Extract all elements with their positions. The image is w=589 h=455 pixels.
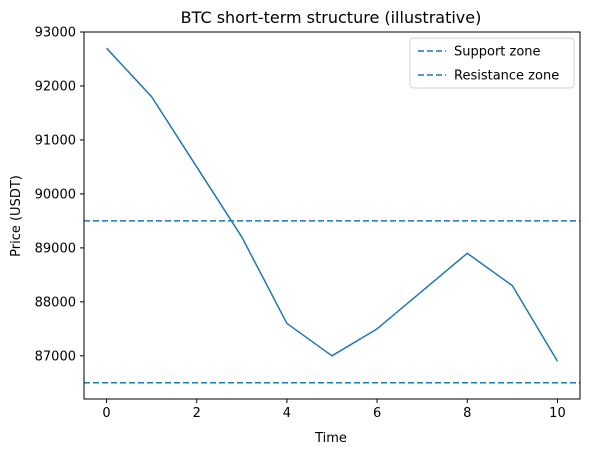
y-tick-label: 93000: [35, 26, 76, 41]
y-axis: 87000 88000 89000 90000 91000 92000 93000: [35, 26, 84, 364]
series-line-0: [106, 47, 559, 362]
x-tick-label: 2: [193, 406, 201, 421]
y-tick-label: 90000: [35, 187, 76, 202]
y-axis-label: Price (USDT): [9, 175, 24, 257]
y-tick-label: 88000: [35, 295, 76, 310]
legend: Support zone Resistance zone: [409, 37, 575, 89]
y-tick-label: 91000: [35, 133, 76, 148]
x-tick-label: 4: [283, 406, 291, 421]
x-axis-label: Time: [314, 431, 347, 446]
x-axis: 0 2 4 6 8 10: [102, 399, 566, 421]
y-tick-label: 89000: [35, 241, 76, 256]
y-tick-label: 92000: [35, 79, 76, 94]
plot-frame: [83, 31, 581, 400]
x-tick-label: 0: [102, 406, 110, 421]
x-tick-label: 8: [463, 406, 471, 421]
x-tick-label: 6: [373, 406, 381, 421]
legend-label: Support zone: [454, 45, 541, 60]
legend-box: [409, 37, 575, 89]
x-tick-label: 10: [549, 406, 566, 421]
chart-title: BTC short-term structure (illustrative): [181, 8, 482, 27]
legend-label: Resistance zone: [454, 69, 559, 84]
y-tick-label: 87000: [35, 349, 76, 364]
plot-area: [84, 47, 580, 384]
